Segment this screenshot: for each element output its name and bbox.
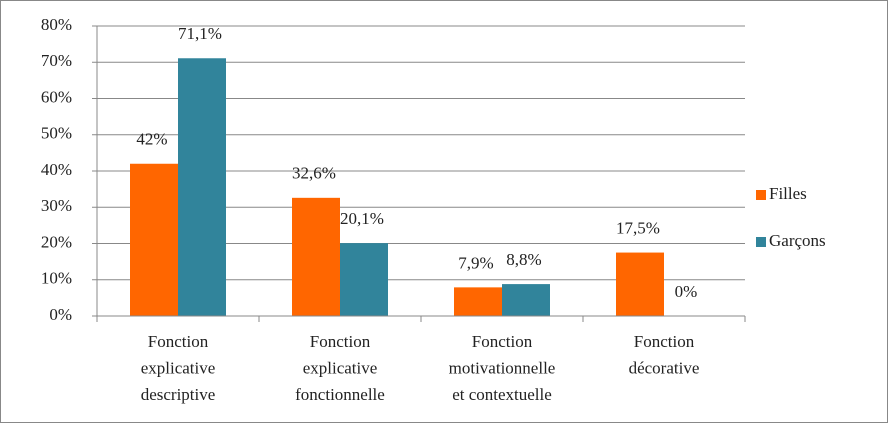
data-label: 8,8% [506, 250, 541, 269]
x-tick-label-line: explicative [141, 358, 216, 377]
x-tick-label: Fonction explicative descriptive [141, 332, 216, 404]
data-label: 32,6% [292, 164, 336, 183]
x-tick-label-line: descriptive [141, 385, 216, 404]
legend-label: Garçons [769, 231, 826, 250]
bar [178, 58, 226, 316]
y-tick-label: 60% [41, 87, 72, 106]
data-label: 20,1% [340, 209, 384, 228]
x-tick-label: Fonction décorative [629, 332, 700, 378]
x-tick-label: Fonction explicative fonctionnelle [295, 332, 385, 404]
x-tick-label-line: Fonction [310, 332, 371, 351]
legend-label: Filles [769, 184, 807, 203]
bar [454, 287, 502, 316]
bar [292, 197, 340, 316]
bar [340, 243, 388, 316]
data-label: 42% [136, 130, 167, 149]
y-tick-label: 70% [41, 51, 72, 70]
x-tick-label-line: Fonction [148, 332, 209, 351]
x-tick-label-line: motivationnelle [449, 358, 556, 377]
legend-swatch [756, 190, 766, 200]
y-tick-label: 0% [49, 305, 72, 324]
y-tick-label: 80% [41, 15, 72, 34]
y-tick-label: 30% [41, 196, 72, 215]
x-tick-label-line: fonctionnelle [295, 385, 385, 404]
x-tick-label: Fonction motivationnelle et contextuelle [449, 332, 556, 404]
bar [502, 284, 550, 316]
y-tick-label: 10% [41, 269, 72, 288]
x-tick-label-line: Fonction [472, 332, 533, 351]
data-label: 71,1% [178, 24, 222, 43]
bar [616, 252, 664, 316]
x-tick-label-line: explicative [303, 358, 378, 377]
bar [130, 163, 178, 316]
x-tick-label-line: Fonction [634, 332, 695, 351]
data-label: 0% [675, 282, 698, 301]
x-tick-label-line: décorative [629, 358, 700, 377]
legend-swatch [756, 237, 766, 247]
x-tick-label-line: et contextuelle [452, 385, 552, 404]
data-label: 7,9% [458, 253, 493, 272]
y-tick-label: 40% [41, 160, 72, 179]
data-label: 17,5% [616, 218, 660, 237]
y-tick-label: 20% [41, 232, 72, 251]
y-tick-label: 50% [41, 124, 72, 143]
